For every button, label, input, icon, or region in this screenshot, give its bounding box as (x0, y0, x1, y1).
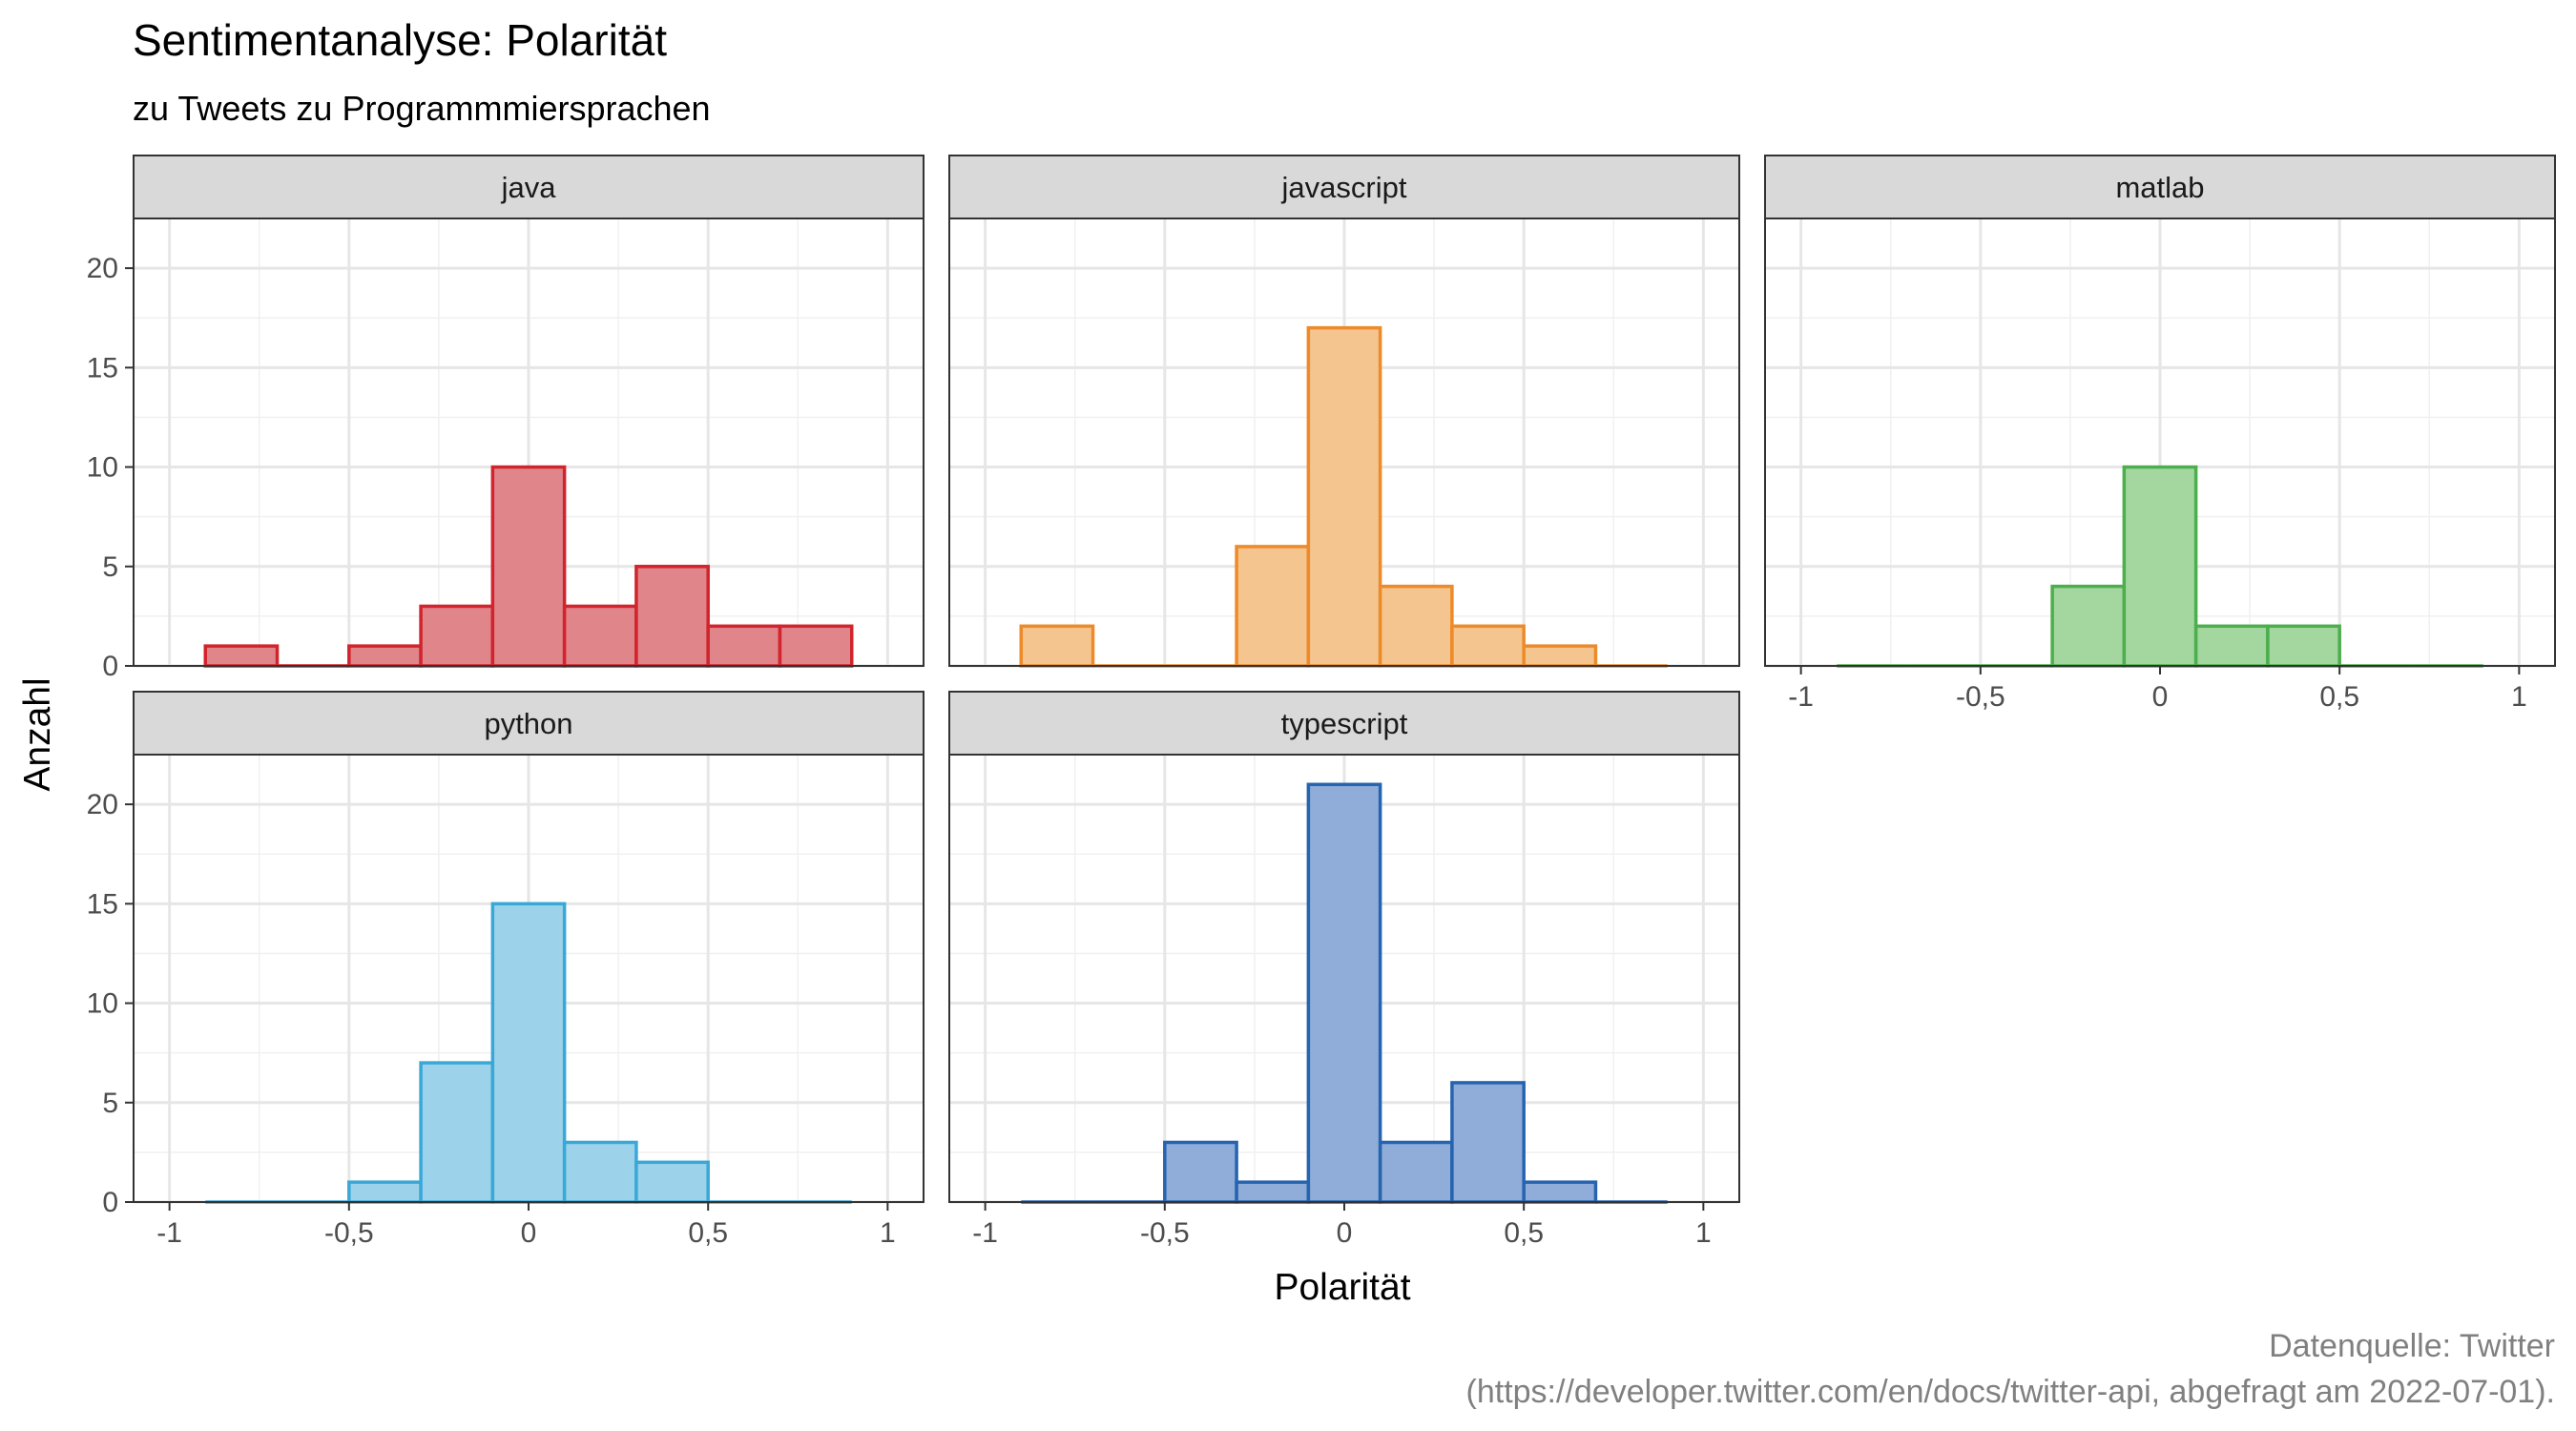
histogram-bar (419, 1061, 495, 1204)
facet-strip (1764, 155, 2556, 219)
histogram-bar (1235, 1180, 1311, 1204)
histogram-bar (1378, 1140, 1454, 1204)
histogram-bar (1306, 782, 1382, 1204)
facet-strip (133, 155, 924, 219)
caption-url: (https://developer.twitter.com/en/docs/t… (1466, 1374, 2555, 1410)
x-tick-label: 0,5 (688, 1217, 728, 1249)
facet-strip-label: typescript (1281, 707, 1408, 740)
x-tick-label: -0,5 (324, 1217, 374, 1249)
histogram-bar (1163, 1140, 1238, 1204)
histogram-bar (1306, 325, 1382, 668)
x-tick-label: -1 (972, 1217, 998, 1249)
histogram-bar (1450, 1081, 1526, 1204)
y-tick-label: 15 (87, 888, 118, 920)
histogram-bar (706, 624, 782, 668)
y-axis-title: Anzahl (17, 677, 58, 791)
y-tick-label: 15 (87, 352, 118, 384)
x-tick-label: 0 (521, 1217, 537, 1249)
histogram-bar (419, 604, 495, 668)
histogram-bar (347, 644, 423, 668)
x-tick-label: -0,5 (1956, 681, 2005, 713)
facet-panel-java: java 0 5 10 15 20 (87, 155, 924, 682)
histogram-bar (490, 465, 567, 668)
histogram-bar (562, 604, 638, 668)
y-tick-label: 10 (87, 452, 118, 484)
facet-strip-label: matlab (2115, 171, 2204, 204)
x-tick-label: 0 (2152, 681, 2169, 713)
x-tick-label: 1 (880, 1217, 896, 1249)
histogram-bar (2193, 624, 2270, 668)
y-tick-label: 0 (102, 1187, 118, 1218)
y-tick-label: 5 (102, 1088, 118, 1119)
y-tick-label: 20 (87, 253, 118, 284)
histogram-bar (2266, 624, 2341, 668)
x-tick-label: -1 (1788, 681, 1814, 713)
x-axis-title: Polarität (1274, 1267, 1410, 1308)
histogram-bar (562, 1140, 638, 1204)
histogram-bar (634, 1160, 710, 1204)
histogram-bar (2050, 584, 2127, 668)
chart-title: Sentimentanalyse: Polarität (133, 15, 667, 65)
histogram-bar (1522, 1180, 1598, 1204)
histogram-bar (2122, 465, 2198, 668)
facet-panel-matlab: matlab -1 -0,5 0 0,5 1 (1764, 155, 2556, 713)
histogram-bar (634, 565, 710, 668)
x-tick-label: 0,5 (1504, 1217, 1544, 1249)
x-tick-label: -1 (156, 1217, 182, 1249)
y-tick-label: 10 (87, 988, 118, 1020)
caption-source: Datenquelle: Twitter (2269, 1328, 2555, 1364)
histogram-bar (778, 624, 854, 668)
panel-border (133, 218, 924, 667)
histogram-bar (1019, 624, 1095, 668)
histogram-bar (1450, 624, 1526, 668)
histogram-bar (1522, 644, 1598, 668)
y-tick-label: 20 (87, 789, 118, 820)
facet-strip (948, 691, 1740, 756)
panel-border (948, 218, 1740, 667)
y-tick-label: 0 (102, 651, 118, 682)
facet-panel-javascript: javascript (948, 155, 1740, 668)
histogram-bar (490, 902, 567, 1204)
x-tick-label: 0 (1337, 1217, 1353, 1249)
histogram-bar (1235, 545, 1311, 668)
x-tick-label: 1 (2511, 681, 2527, 713)
histogram-bar (347, 1180, 423, 1204)
facet-panel-typescript: typescript -1 -0,5 0 0,5 1 (948, 691, 1740, 1249)
facet-strip-label: python (484, 707, 572, 740)
chart-subtitle: zu Tweets zu Programmmiersprachen (133, 89, 711, 128)
facet-strip-label: java (501, 171, 557, 204)
x-tick-label: 1 (1695, 1217, 1712, 1249)
y-tick-label: 5 (102, 551, 118, 583)
histogram-bar (1378, 584, 1454, 668)
x-tick-label: -0,5 (1140, 1217, 1190, 1249)
histogram-bar (203, 644, 280, 668)
facet-strip (948, 155, 1740, 219)
x-tick-label: 0,5 (2319, 681, 2359, 713)
facet-strip-label: javascript (1281, 171, 1407, 204)
